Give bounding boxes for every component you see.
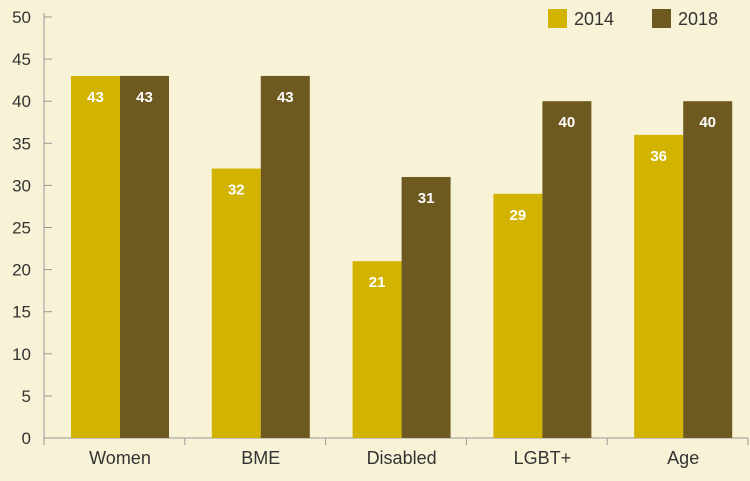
y-tick-label: 30 — [12, 176, 31, 195]
data-label: 43 — [277, 89, 294, 106]
x-axis: Women BME Disabled LGBT+ Age — [43, 437, 749, 468]
x-category-label: Age — [667, 448, 699, 468]
legend-swatch-2014 — [548, 9, 567, 28]
x-category-label: Disabled — [367, 448, 437, 468]
y-tick-label: 40 — [12, 92, 31, 111]
data-label: 40 — [699, 114, 716, 131]
legend-label-2014: 2014 — [574, 9, 614, 29]
bar-2018-bme — [260, 75, 310, 438]
data-label: 31 — [418, 190, 435, 207]
legend: 2014 2018 — [548, 9, 718, 29]
data-labels: 43 32 21 29 36 43 43 31 40 40 — [87, 89, 716, 291]
data-label: 43 — [136, 89, 153, 106]
data-label: 29 — [510, 207, 527, 224]
y-tick-label: 25 — [12, 219, 31, 238]
bar-2014-women — [71, 75, 120, 438]
y-tick-label: 0 — [22, 429, 31, 448]
data-label: 32 — [228, 182, 245, 199]
y-tick-label: 45 — [12, 50, 31, 69]
y-tick-label: 10 — [12, 345, 31, 364]
y-axis: 0 5 10 15 20 25 30 35 40 45 50 — [12, 8, 52, 448]
legend-swatch-2018 — [652, 9, 671, 28]
bars — [71, 75, 733, 439]
x-category-label: BME — [241, 448, 280, 468]
data-label: 36 — [650, 148, 667, 165]
x-category-label: LGBT+ — [514, 448, 572, 468]
x-category-label: Women — [89, 448, 151, 468]
data-label: 43 — [87, 89, 104, 106]
data-label: 21 — [369, 274, 386, 291]
bar-2018-disabled — [401, 176, 451, 439]
bar-2014-bme — [211, 168, 261, 438]
bar-2014-disabled — [352, 261, 402, 438]
y-tick-label: 35 — [12, 134, 31, 153]
y-tick-label: 50 — [12, 8, 31, 27]
y-tick-label: 5 — [22, 387, 31, 406]
data-label: 40 — [559, 114, 576, 131]
bar-2014-age — [634, 134, 684, 438]
y-tick-label: 15 — [12, 303, 31, 322]
bar-2018-women — [120, 75, 169, 438]
y-tick-label: 20 — [12, 261, 31, 280]
bar-2018-lgbt — [542, 101, 592, 438]
bar-2014-lgbt — [493, 193, 543, 438]
bar-2018-age — [683, 101, 733, 438]
legend-label-2018: 2018 — [678, 9, 718, 29]
